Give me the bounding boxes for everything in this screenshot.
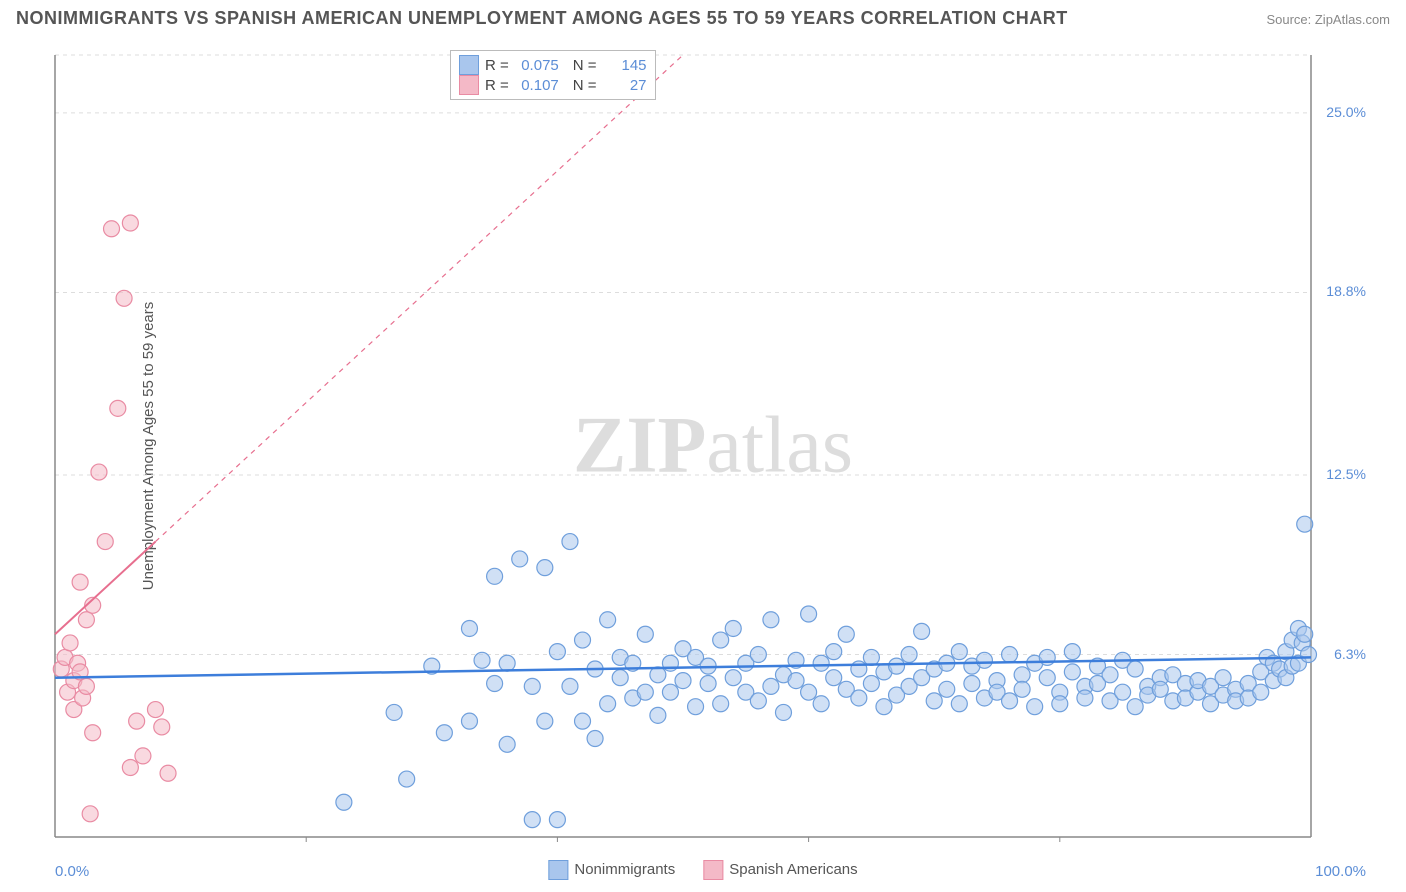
legend-swatch: [548, 860, 568, 880]
y-tick-label: 18.8%: [1326, 283, 1366, 299]
r-label: R =: [485, 77, 509, 94]
source-label: Source: ZipAtlas.com: [1266, 12, 1390, 27]
series-label: Nonimmigrants: [574, 861, 675, 878]
n-label: N =: [573, 77, 597, 94]
stats-legend-row: R = 0.075 N = 145: [459, 55, 647, 75]
legend-swatch: [459, 75, 479, 95]
legend-swatch: [459, 55, 479, 75]
r-value: 0.107: [515, 77, 559, 94]
n-label: N =: [573, 57, 597, 74]
y-tick-label: 12.5%: [1326, 466, 1366, 482]
y-tick-label: 25.0%: [1326, 104, 1366, 120]
y-tick-label: 6.3%: [1334, 646, 1366, 662]
x-axis-max-label: 100.0%: [1315, 863, 1366, 880]
n-value: 27: [603, 77, 647, 94]
legend-swatch: [703, 860, 723, 880]
series-legend-item: Nonimmigrants: [548, 860, 675, 880]
n-value: 145: [603, 57, 647, 74]
stats-legend: R = 0.075 N = 145 R = 0.107 N = 27: [450, 50, 656, 100]
scatter-chart: [50, 50, 1376, 842]
stats-legend-row: R = 0.107 N = 27: [459, 75, 647, 95]
chart-container: ZIPatlas 6.3%12.5%18.8%25.0% R =0.075N =…: [50, 50, 1376, 842]
series-label: Spanish Americans: [729, 861, 857, 878]
series-legend: Nonimmigrants Spanish Americans: [548, 860, 857, 880]
r-label: R =: [485, 57, 509, 74]
x-axis-min-label: 0.0%: [55, 863, 89, 880]
series-legend-item: Spanish Americans: [703, 860, 857, 880]
chart-title: NONIMMIGRANTS VS SPANISH AMERICAN UNEMPL…: [16, 8, 1068, 29]
r-value: 0.075: [515, 57, 559, 74]
